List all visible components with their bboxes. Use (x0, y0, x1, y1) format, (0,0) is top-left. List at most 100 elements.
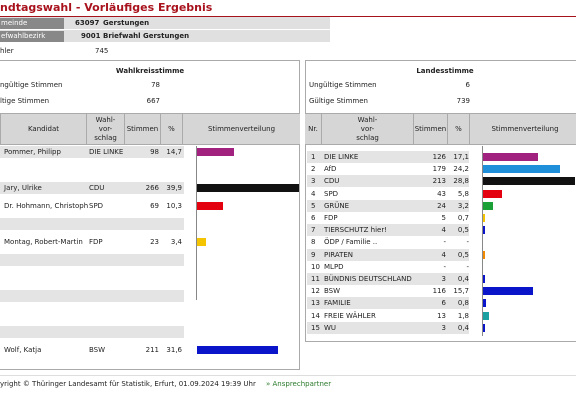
stimmen-cell: 23 (150, 238, 159, 246)
nr-cell: 5 (311, 201, 316, 210)
vote-bar (197, 184, 299, 192)
pct-cell: 28,8 (453, 177, 469, 186)
gemeinde-name: Gerstungen (103, 19, 150, 27)
stimmen-cell: 126 (432, 153, 446, 161)
partei-cell: DIE LINKE (89, 148, 124, 156)
pct-cell: 10,3 (166, 202, 182, 210)
wahlkreis-valid-label: ltige Stimmen (0, 97, 50, 105)
pct-cell: 24,2 (453, 165, 469, 174)
kandidat-cell: Wolf, Katja (4, 346, 42, 354)
vote-bar (483, 189, 502, 198)
col-verteilung: Stimmenverteilung (182, 114, 300, 144)
partei-cell: DIE LINKE (324, 153, 359, 161)
vote-bar (483, 165, 561, 174)
pct-cell: - (466, 238, 469, 247)
col-stimmen: Stimmen (413, 114, 447, 144)
stimmen-cell: 4 (441, 250, 446, 259)
nr-cell: 8 (311, 238, 316, 247)
ansprechpartner-link[interactable]: » Ansprechpartner (266, 380, 332, 388)
nr-cell: 15 (311, 323, 320, 332)
nr-cell: 2 (311, 165, 316, 174)
vote-bar (483, 250, 485, 259)
stimmen-cell: - (443, 238, 446, 247)
kandidat-cell: Pommer, Philipp (4, 148, 61, 156)
stimmen-cell: 116 (432, 287, 446, 296)
table-row: 5 GRÜNE 24 3,2 (307, 199, 469, 212)
pct-cell: 0,8 (457, 299, 469, 308)
table-row: 15 WU 3 0,4 (307, 321, 469, 334)
waehler-label: hler (0, 47, 14, 55)
stimmen-cell: - (443, 262, 446, 271)
table-row: Jary, Ulrike CDU 266 39,9 (0, 182, 184, 194)
kandidat-cell: Jary, Ulrike (4, 184, 42, 192)
landes-valid-value: 739 (456, 97, 470, 105)
landes-table-header: Nr. Wahl- vor- schlag Stimmen % Stimmenv… (305, 113, 576, 145)
vote-bar (483, 201, 494, 210)
table-row (0, 272, 184, 284)
nr-cell: 13 (311, 299, 320, 308)
stimmen-cell: 179 (432, 165, 446, 174)
table-row: 6 FDP 5 0,7 (307, 212, 469, 224)
table-row: 2 AfD 179 24,2 (307, 163, 469, 175)
landes-valid-label: Gültige Stimmen (309, 97, 368, 105)
partei-cell: BÜNDNIS DEUTSCHLAND (324, 275, 412, 283)
partei-cell: FAMILIE (324, 299, 351, 308)
table-row: 1 DIE LINKE 126 17,1 (307, 151, 469, 163)
stimmen-cell: 266 (145, 184, 159, 192)
pct-cell: 3,4 (170, 238, 182, 246)
partei-cell: CDU (89, 184, 105, 192)
partei-cell: AfD (324, 165, 337, 174)
stimmen-cell: 3 (441, 323, 446, 332)
table-row (0, 290, 184, 302)
gemeinde-code: 63097 (75, 19, 100, 27)
nr-cell: 9 (311, 250, 316, 259)
wahlkreis-title: Wahlkreisstimme (115, 67, 185, 75)
vote-bar (483, 275, 485, 283)
table-row: 8 ÖDP / Familie .. - - (307, 236, 469, 248)
stimmen-cell: 6 (441, 299, 446, 308)
vote-bar (483, 177, 576, 186)
table-row: 11 BÜNDNIS DEUTSCHLAND 3 0,4 (307, 273, 469, 285)
bezirk-name: Briefwahl Gerstungen (103, 32, 190, 40)
vote-bar (483, 323, 485, 332)
title-underline (0, 16, 576, 17)
wahlkreis-panel (0, 60, 300, 370)
stimmen-cell: 24 (437, 201, 446, 210)
page-title: ndtagswahl - Vorläufiges Ergebnis (0, 1, 213, 14)
stimmen-cell: 4 (441, 226, 446, 235)
pct-cell: 0,5 (457, 250, 469, 259)
pct-cell: 5,8 (457, 189, 469, 198)
partei-cell: ÖDP / Familie .. (324, 238, 378, 247)
pct-cell: - (466, 262, 469, 271)
stimmen-cell: 211 (145, 346, 159, 354)
col-kandidat: Kandidat (0, 114, 86, 144)
partei-cell: FDP (89, 238, 103, 246)
nr-cell: 11 (311, 275, 320, 283)
vote-bar (197, 202, 224, 210)
pct-cell: 17,1 (453, 153, 469, 161)
table-row: 7 TIERSCHUTZ hier! 4 0,5 (307, 224, 469, 237)
bezirk-row: efwahlbezirk 9001 Briefwahl Gerstungen (0, 30, 330, 42)
col-verteilung: Stimmenverteilung (469, 114, 576, 144)
footer-divider (0, 375, 576, 376)
wahlkreis-valid-value: 667 (146, 97, 160, 105)
table-row: 12 BSW 116 15,7 (307, 285, 469, 297)
partei-cell: MLPD (324, 262, 344, 271)
table-row (0, 326, 184, 338)
partei-cell: FREIE WÄHLER (324, 311, 376, 320)
col-nr: Nr. (308, 124, 318, 133)
landes-axis-line (482, 146, 483, 336)
stimmen-cell: 3 (441, 275, 446, 283)
vote-bar (483, 153, 538, 161)
gemeinde-label: meinde (0, 18, 64, 29)
copyright-text: yright © Thüringer Landesamt für Statist… (0, 380, 256, 388)
table-row: Montag, Robert-Martin FDP 23 3,4 (0, 236, 184, 248)
vote-bar (483, 299, 486, 308)
partei-cell: SPD (324, 189, 339, 198)
table-row (0, 254, 184, 266)
wahlkreis-invalid-value: 78 (151, 81, 160, 89)
col-pct: % (447, 114, 469, 144)
partei-cell: WU (324, 323, 337, 332)
wahlkreis-axis-line (196, 146, 197, 300)
gemeinde-row: meinde 63097 Gerstungen (0, 17, 330, 29)
